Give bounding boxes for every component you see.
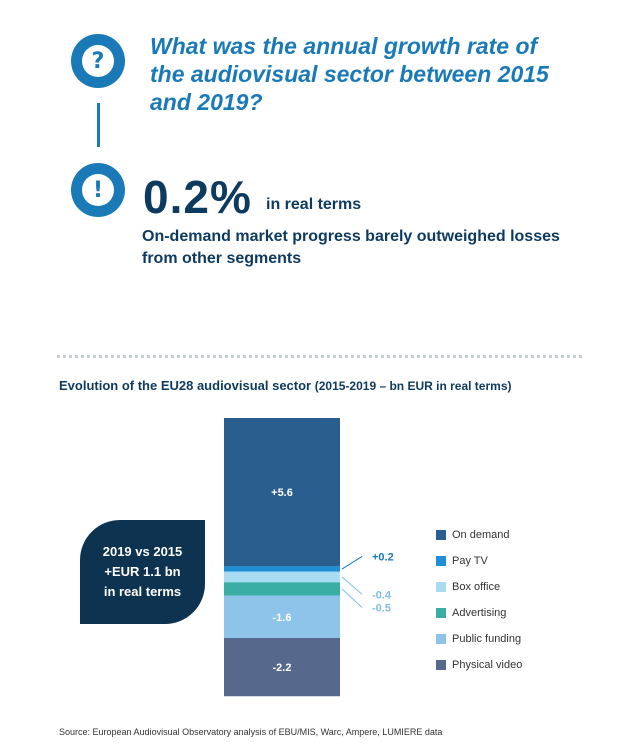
legend-item-physical-video: Physical video [436,652,522,678]
bar-segment-box-office [224,571,340,583]
data-label-physical-video: -2.2 [273,662,292,674]
legend-item-public-funding: Public funding [436,626,522,652]
legend-item-box-office: Box office [436,574,522,600]
summary-callout: 2019 vs 2015 +EUR 1.1 bn in real terms [80,520,205,624]
legend-swatch-box-office [436,582,446,592]
legend-swatch-public-funding [436,634,446,644]
data-label-advertising: -0.5 [372,603,391,615]
section-divider [57,355,582,358]
stacked-bar-chart: +5.6 +0.2 -0.4 -0.5 -1.6 -2.2 [224,418,394,697]
callout-line-2: +EUR 1.1 bn [104,564,181,579]
legend-swatch-on-demand [436,530,446,540]
source-note: Source: European Audiovisual Observatory… [59,727,443,737]
legend-item-pay-tv: Pay TV [436,548,522,574]
chart-legend: On demand Pay TV Box office Advertising Publ… [436,522,522,678]
bar-segment-public-funding [224,595,340,638]
connector-line [97,103,100,147]
chart-title-sub: (2015-2019 – bn EUR in real terms) [314,379,512,393]
bar-segment-physical-video [224,637,340,697]
legend-label-physical-video: Physical video [452,659,523,671]
legend-swatch-pay-tv [436,556,446,566]
bar-segment-on-demand [224,418,340,567]
answer-detail: On-demand market progress barely outweig… [142,228,560,267]
chart-title-main: Evolution of the EU28 audiovisual sector [59,378,312,393]
leader-line-advertising [341,588,363,608]
data-label-on-demand: +5.6 [271,487,293,499]
bar-segment-pay-tv [224,566,340,572]
exclamation-icon: ! [71,163,125,217]
data-label-public-funding: -1.6 [273,612,292,624]
legend-label-public-funding: Public funding [452,633,522,645]
question-heading: What was the annual growth rate of the a… [150,33,549,115]
leader-line-pay-tv [341,555,363,570]
legend-item-on-demand: On demand [436,522,522,548]
callout-line-3: in real terms [103,584,182,599]
question-mark-icon: ? [71,34,125,88]
leader-line-box-office [341,576,363,595]
growth-rate-value: 0.2% [143,171,252,223]
legend-label-box-office: Box office [452,581,501,593]
callout-line-1: 2019 vs 2015 [102,544,183,559]
chart-title: Evolution of the EU28 audiovisual sector… [59,378,512,393]
legend-label-on-demand: On demand [452,529,510,541]
legend-swatch-advertising [436,608,446,618]
legend-label-advertising: Advertising [452,607,507,619]
data-label-pay-tv: +0.2 [372,551,394,563]
legend-swatch-physical-video [436,660,446,670]
legend-item-advertising: Advertising [436,600,522,626]
growth-rate-unit: in real terms [266,196,362,213]
legend-label-pay-tv: Pay TV [452,555,488,567]
data-label-box-office: -0.4 [372,589,392,601]
bar-segment-advertising [224,582,340,596]
